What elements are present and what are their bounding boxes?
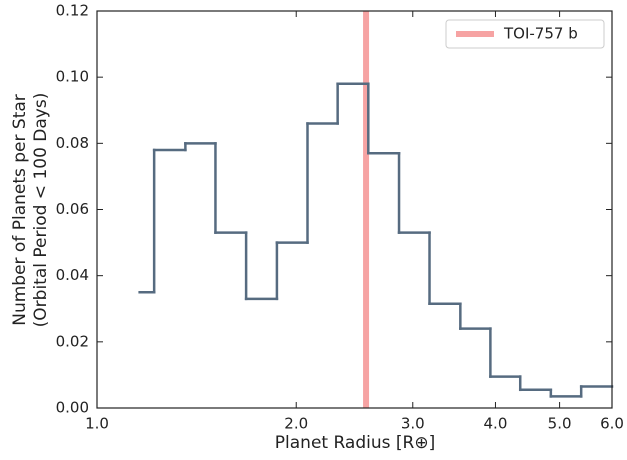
y-tick-label: 0.04: [56, 266, 89, 284]
legend-box: [445, 19, 605, 49]
y-tick-label: 0.06: [56, 200, 89, 218]
x-tick-label: 6.0: [600, 415, 624, 433]
y-axis-label: (Orbital Period < 100 Days): [31, 93, 51, 328]
x-axis-label: Planet Radius [R⊕]: [275, 433, 435, 453]
y-tick-label: 0.12: [56, 2, 89, 20]
y-tick-label: 0.00: [56, 399, 89, 417]
plot-frame: [96, 10, 613, 409]
y-axis-label: Number of Planets per Star: [10, 94, 30, 326]
x-tick-label: 3.0: [401, 415, 425, 433]
x-tick-label: 1.0: [85, 415, 109, 433]
x-tick-label: 5.0: [548, 415, 572, 433]
x-tick-label: 4.0: [484, 415, 508, 433]
y-tick-label: 0.08: [56, 134, 89, 152]
x-tick-label: 2.0: [284, 415, 308, 433]
y-tick-label: 0.02: [56, 332, 89, 350]
y-tick-label: 0.10: [56, 68, 89, 86]
legend-label: TOI-757 b: [503, 25, 578, 43]
